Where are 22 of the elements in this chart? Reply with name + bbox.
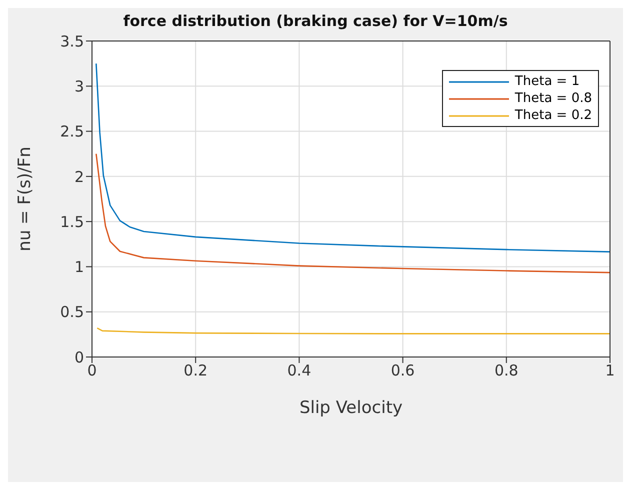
x-tick-label: 0.2 xyxy=(184,362,208,380)
y-tick-label: 2 xyxy=(74,168,84,186)
y-axis-title: nu = F(s)/Fn xyxy=(15,146,36,252)
line-series xyxy=(95,153,610,274)
x-tick-label: 0.4 xyxy=(287,362,312,380)
x-axis-title: Slip Velocity xyxy=(299,398,403,418)
y-tick-label: 1 xyxy=(74,258,84,276)
y-tick-label: 0.5 xyxy=(60,303,84,322)
y-tick-label: 3.5 xyxy=(60,32,84,50)
line-series xyxy=(95,62,610,252)
y-tick-label: 2.5 xyxy=(60,122,84,141)
chart-title: force distribution (braking case) for V=10m/s xyxy=(122,11,509,32)
x-tick-label: 1 xyxy=(605,362,615,380)
x-tick-label: 0.8 xyxy=(494,362,518,380)
y-tick-label: 3 xyxy=(74,77,84,96)
legend-label: Theta = 1 xyxy=(514,74,580,89)
y-tick-label: 0 xyxy=(74,348,84,366)
x-tick-label: 0 xyxy=(87,362,97,380)
y-tick-label: 1.5 xyxy=(60,212,84,231)
legend-label: Theta = 0.8 xyxy=(514,91,592,106)
legend-label: Theta = 0.2 xyxy=(514,108,592,123)
x-tick-label: 0.6 xyxy=(390,362,415,380)
